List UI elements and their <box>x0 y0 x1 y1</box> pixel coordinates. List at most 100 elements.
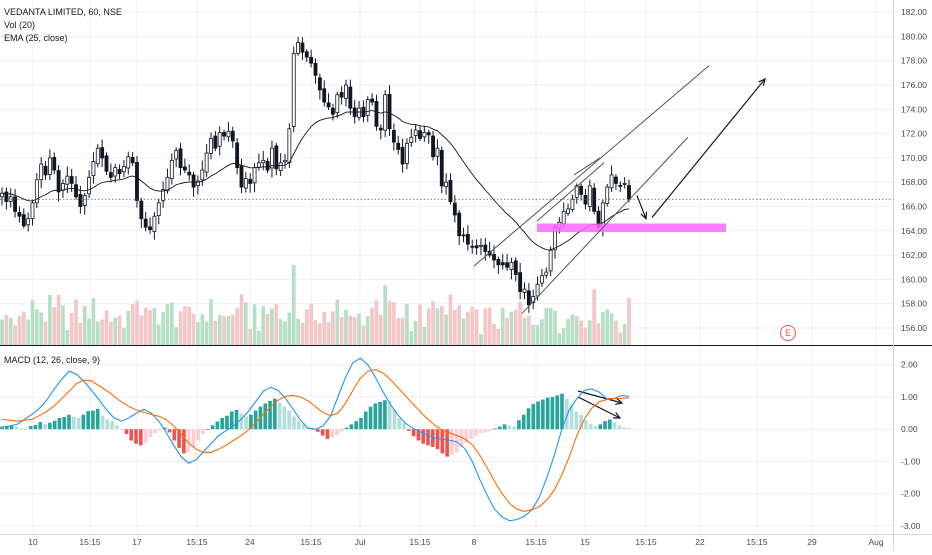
macd-histogram-bar <box>344 427 349 430</box>
candle-body <box>587 185 592 207</box>
price-tick-label: 156.00 <box>901 323 927 333</box>
volume-bar <box>261 306 266 345</box>
macd-legend[interactable]: MACD (12, 26, close, 9) <box>4 354 100 367</box>
time-tick-label: 15:15 <box>79 537 101 547</box>
macd-histogram-bar <box>158 429 162 431</box>
macd-histogram-bar <box>19 428 23 430</box>
volume-bar <box>326 322 331 345</box>
candle-body <box>178 148 183 169</box>
candle-body <box>74 184 78 198</box>
candle-body <box>465 234 470 245</box>
macd-histogram-bar <box>239 413 244 430</box>
volume-bar <box>601 312 605 345</box>
volume-bar <box>378 314 383 345</box>
candle-body <box>191 174 196 188</box>
candle-body <box>526 290 531 306</box>
macd-histogram-bar <box>177 429 181 448</box>
volume-bar <box>0 319 4 345</box>
candle-body <box>396 142 401 150</box>
time-tick-label: 15:15 <box>746 537 768 547</box>
volume-bar <box>444 314 448 345</box>
macd-histogram-bar <box>282 406 287 430</box>
candle-body <box>522 288 527 293</box>
macd-histogram-bar <box>378 401 382 430</box>
volume-bar <box>583 327 588 345</box>
macd-histogram-bar <box>555 395 560 430</box>
volume-bar <box>574 316 579 345</box>
candle-body <box>135 162 139 201</box>
candle-body <box>26 218 31 226</box>
candle-body <box>592 187 597 212</box>
candle-body <box>614 176 618 184</box>
macd-histogram-bar <box>167 429 172 433</box>
symbol-title[interactable]: VEDANTA LIMITED, 60, NSE <box>4 7 122 17</box>
time-tick-label: 24 <box>245 537 255 547</box>
macd-histogram-bar <box>521 414 526 430</box>
macd-histogram-bar <box>301 423 306 430</box>
volume-bar <box>13 325 17 345</box>
volume-bar <box>479 334 483 345</box>
macd-histogram-bar <box>76 417 81 430</box>
time-tick-label: 8 <box>472 537 477 547</box>
macd-histogram-bar <box>67 414 71 430</box>
macd-histogram-bar <box>349 424 354 430</box>
candle-body <box>300 42 305 53</box>
volume-bar <box>200 314 205 345</box>
macd-histogram-bar <box>411 429 416 437</box>
volume-bar <box>531 324 536 345</box>
macd-histogram-bar <box>186 429 191 453</box>
volume-bar <box>331 311 335 345</box>
candle-body <box>165 176 170 192</box>
candle-body <box>609 174 614 189</box>
candle-body <box>570 198 575 210</box>
volume-bar <box>622 323 627 345</box>
time-tick-label: 15:15 <box>300 537 322 547</box>
volume-bar <box>344 309 348 345</box>
volume-bar <box>135 300 139 345</box>
candle-body <box>509 261 514 270</box>
candle-body <box>13 196 17 212</box>
macd-histogram-bar <box>335 429 339 436</box>
macd-histogram-bar <box>225 415 229 430</box>
candle-body <box>104 155 109 172</box>
candle-body <box>87 176 92 195</box>
macd-divergence-arrow-lower <box>577 396 621 419</box>
volume-bar <box>91 298 96 345</box>
volume-bar <box>509 311 514 345</box>
candle-body <box>370 98 375 103</box>
candle-body <box>21 214 26 227</box>
macd-tick-label: -3.00 <box>901 521 921 531</box>
macd-histogram-bar <box>488 429 493 431</box>
macd-histogram-bar <box>502 424 507 430</box>
macd-histogram-bar <box>330 429 335 438</box>
volume-bar <box>126 310 131 345</box>
volume-bar <box>313 319 318 345</box>
volume-bar <box>592 289 596 345</box>
ema-legend[interactable]: EMA (25, close) <box>4 33 68 43</box>
volume-bar <box>21 311 26 345</box>
candle-body <box>287 128 292 163</box>
drawing-tools[interactable] <box>473 65 766 419</box>
macd-histogram-bar <box>512 426 516 430</box>
macd-histogram-bar <box>234 409 239 430</box>
volume-bar <box>339 316 344 345</box>
volume-bar <box>470 306 475 345</box>
candle-body <box>126 156 131 169</box>
volume-bar <box>165 303 170 345</box>
macd-title[interactable]: MACD (12, 26, close, 9) <box>4 355 101 365</box>
volume-bar <box>587 320 592 345</box>
support-zone-rectangle <box>537 223 726 233</box>
macd-histogram-bar <box>416 429 421 441</box>
candle-body <box>217 132 222 147</box>
volume-legend[interactable]: Vol (20) <box>4 20 36 30</box>
macd-divergence-arrow-upper <box>577 390 623 404</box>
volume-bar <box>426 308 431 345</box>
candle-body <box>222 132 226 137</box>
macd-tick-label: -2.00 <box>901 489 921 499</box>
chart-legend: VEDANTA LIMITED, 60, NSE Vol (20) EMA (2… <box>4 6 122 45</box>
volume-bar <box>518 301 522 345</box>
earnings-event-marker[interactable]: E <box>780 325 796 341</box>
candle-body <box>505 262 510 268</box>
macd-histogram-bar <box>215 421 220 430</box>
